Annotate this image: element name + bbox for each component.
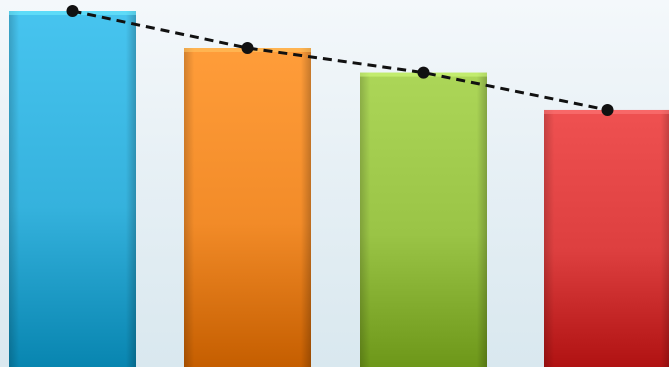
bar-3-edge-shade: [360, 72, 487, 367]
bar-4-edge-shade: [544, 109, 669, 367]
bar-1-edge-shade: [9, 11, 136, 367]
bar-2-edge-shade: [184, 48, 311, 367]
trendline-group: [66, 5, 614, 116]
trend-marker-3: [417, 66, 430, 79]
bars-group: [9, 11, 669, 367]
trend-marker-4: [601, 103, 614, 116]
trend-marker-1: [66, 5, 79, 17]
trendline: [72, 9, 608, 112]
trend-marker-2: [241, 42, 254, 55]
